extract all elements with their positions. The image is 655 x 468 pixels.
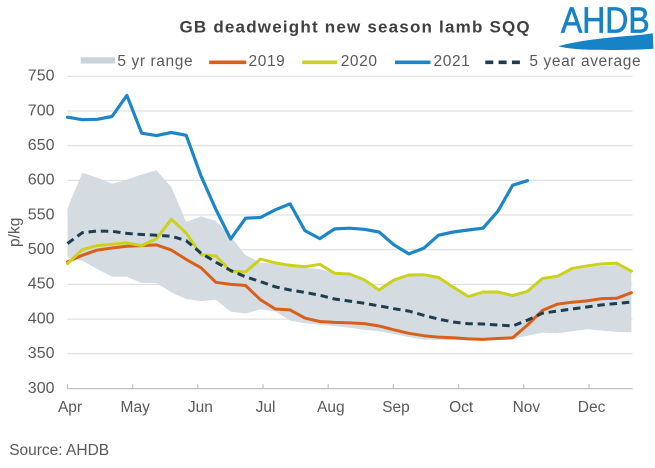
svg-text:2021: 2021 xyxy=(434,53,471,70)
svg-text:650: 650 xyxy=(28,137,55,154)
svg-text:750: 750 xyxy=(28,68,55,85)
svg-text:700: 700 xyxy=(28,102,55,119)
svg-text:Sep: Sep xyxy=(382,399,410,416)
svg-text:Dec: Dec xyxy=(578,399,606,416)
svg-text:AHDB: AHDB xyxy=(561,0,650,41)
svg-text:2019: 2019 xyxy=(249,53,286,70)
svg-text:May: May xyxy=(121,399,151,416)
svg-text:Nov: Nov xyxy=(513,399,541,416)
svg-text:Apr: Apr xyxy=(58,399,82,416)
svg-text:400: 400 xyxy=(28,310,55,327)
svg-text:GB deadweight new season lamb: GB deadweight new season lamb SQQ xyxy=(180,18,531,37)
svg-text:p/kg: p/kg xyxy=(7,218,24,247)
svg-text:Jun: Jun xyxy=(188,399,213,416)
svg-text:300: 300 xyxy=(28,380,55,397)
svg-text:Oct: Oct xyxy=(449,399,474,416)
svg-text:550: 550 xyxy=(28,206,55,223)
svg-text:450: 450 xyxy=(28,276,55,293)
svg-text:Source: AHDB: Source: AHDB xyxy=(9,442,109,459)
svg-text:500: 500 xyxy=(28,241,55,258)
svg-text:5 yr range: 5 yr range xyxy=(117,53,193,70)
svg-text:2020: 2020 xyxy=(341,53,378,70)
svg-text:5 year average: 5 year average xyxy=(529,53,641,70)
svg-text:Aug: Aug xyxy=(317,399,345,416)
svg-text:350: 350 xyxy=(28,345,55,362)
svg-text:600: 600 xyxy=(28,172,55,189)
svg-text:Jul: Jul xyxy=(256,399,276,416)
